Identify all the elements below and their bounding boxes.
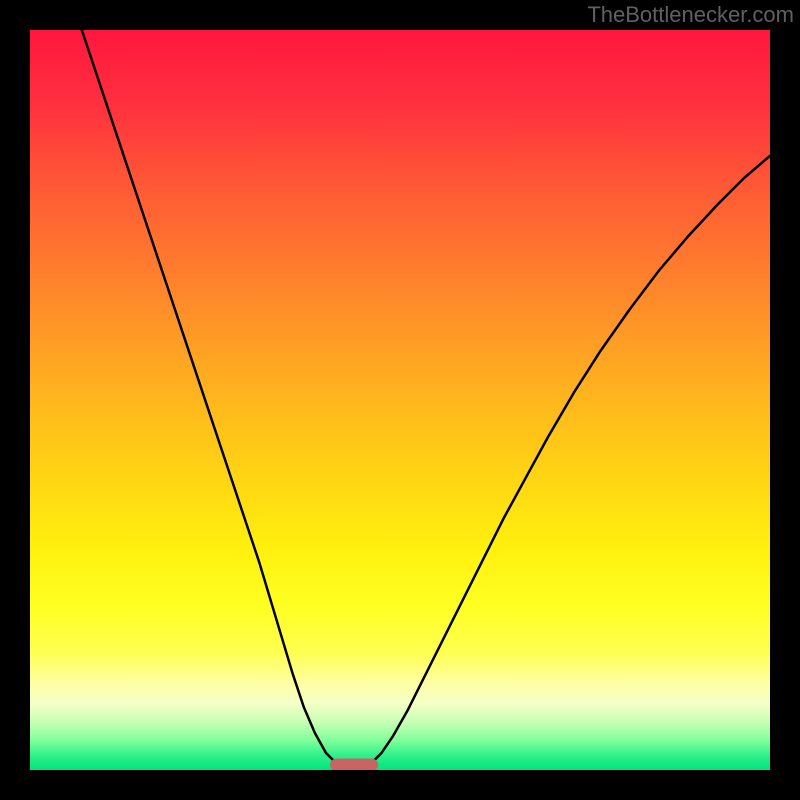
plot-area [30, 30, 770, 770]
chart-container: TheBottlenecker.com [0, 0, 800, 800]
watermark-text: TheBottlenecker.com [587, 2, 794, 28]
curve-layer [30, 30, 770, 770]
bottleneck-curve [82, 30, 770, 769]
minimum-marker [330, 759, 378, 770]
